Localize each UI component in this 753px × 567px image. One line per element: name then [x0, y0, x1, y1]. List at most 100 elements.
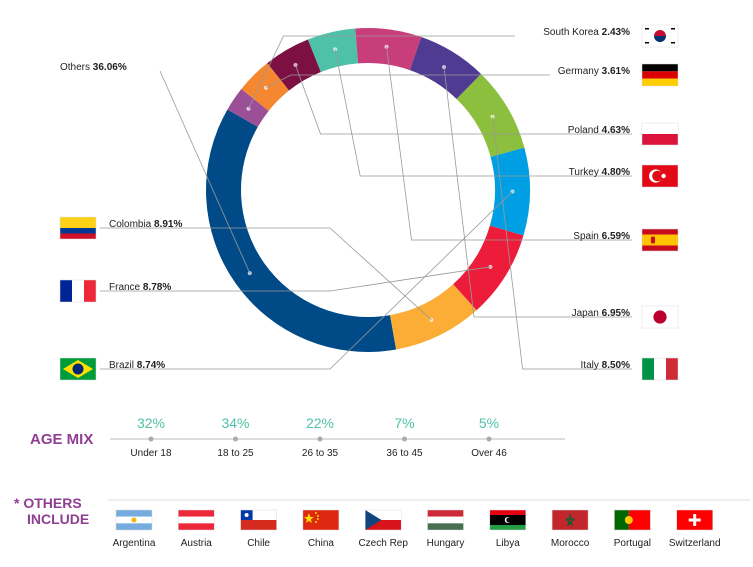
- slice-label-value-germany: 3.61%: [602, 66, 630, 77]
- slice-label-germany: Germany 3.61%: [558, 66, 630, 77]
- flag-icon-italy: [641, 357, 679, 381]
- flag-icon-south-korea: [641, 24, 679, 48]
- others-include-title-line2: INCLUDE: [27, 511, 89, 527]
- slice-label-colombia: Colombia 8.91%: [109, 219, 182, 230]
- donut-slice-turkey: [307, 28, 359, 73]
- slice-label-brazil: Brazil 8.74%: [109, 360, 165, 371]
- flag-icon-switzerland: [676, 509, 713, 531]
- leader-line-japan: [443, 67, 632, 318]
- slice-label-poland: Poland 4.63%: [568, 125, 630, 136]
- flag-icon-czech-rep: [364, 509, 402, 531]
- donut-slice-others: [206, 109, 397, 353]
- slice-label-name-spain: Spain: [573, 231, 601, 242]
- slice-label-others: Others 36.06%: [60, 62, 127, 73]
- slice-label-name-south-korea: South Korea: [543, 27, 601, 38]
- flag-icon-turkey: [641, 164, 679, 188]
- country-label-morocco: Morocco: [551, 538, 590, 549]
- age-mix-items: 32% Under 18 34% 18 to 25 22% 26 to 35 7% 36 to…: [130, 415, 507, 459]
- age-pct-0: 32%: [137, 415, 165, 431]
- slice-label-value-poland: 4.63%: [602, 125, 630, 136]
- age-tick-2: [317, 436, 323, 442]
- country-label-czech-rep: Czech Rep: [358, 538, 408, 549]
- leader-line-spain: [386, 46, 632, 241]
- leader-line-poland: [295, 64, 632, 135]
- leader-line-germany: [265, 74, 550, 89]
- slice-label-japan: Japan 6.95%: [572, 308, 630, 319]
- flag-icon-morocco: [551, 509, 589, 531]
- age-label-4: Over 46: [471, 448, 507, 459]
- flag-icon-japan: [641, 305, 679, 329]
- slice-label-name-turkey: Turkey: [569, 167, 602, 178]
- slice-label-value-japan: 6.95%: [602, 308, 630, 319]
- flag-icon-austria: [178, 509, 215, 531]
- age-pct-4: 5%: [479, 415, 499, 431]
- country-flags: [59, 24, 679, 381]
- flag-icon-poland: [641, 122, 679, 146]
- slice-label-south-korea: South Korea 2.43%: [543, 27, 630, 38]
- slice-label-value-brazil: 8.74%: [137, 360, 165, 371]
- flag-icon-france: [59, 279, 97, 303]
- slice-label-value-others: 36.06%: [93, 62, 127, 73]
- donut-slice-spain: [355, 28, 422, 71]
- leader-line-others: [159, 70, 251, 274]
- flag-icon-germany: [641, 63, 679, 87]
- age-tick-1: [233, 436, 238, 442]
- country-label-libya: Libya: [496, 538, 520, 549]
- slice-label-turkey: Turkey 4.80%: [569, 167, 630, 178]
- slice-label-italy: Italy 8.50%: [581, 360, 631, 371]
- flag-icon-hungary: [427, 509, 464, 531]
- slice-label-value-turkey: 4.80%: [602, 167, 630, 178]
- country-label-argentina: Argentina: [113, 538, 156, 549]
- leader-line-south-korea: [248, 35, 515, 109]
- flag-icon-libya: [489, 509, 527, 531]
- slice-label-name-poland: Poland: [568, 125, 602, 136]
- age-pct-2: 22%: [306, 415, 334, 431]
- slice-label-value-spain: 6.59%: [602, 231, 630, 242]
- country-label-austria: Austria: [181, 538, 213, 549]
- slice-label-value-colombia: 8.91%: [154, 219, 182, 230]
- donut-chart: [206, 28, 530, 353]
- others-countries: Argentina Austria Chile China Czech Rep Hunga…: [113, 509, 721, 549]
- leader-line-colombia: [100, 227, 432, 321]
- donut-slice-brazil: [489, 147, 530, 236]
- age-tick-4: [486, 436, 492, 442]
- donut-slice-colombia: [390, 284, 477, 350]
- leader-line-turkey: [334, 49, 632, 177]
- slice-labels: Others 36.06% South Korea 2.43% Germany 3.…: [60, 27, 630, 371]
- slice-label-name-brazil: Brazil: [109, 360, 137, 371]
- country-label-switzerland: Switzerland: [669, 538, 721, 549]
- slice-label-name-colombia: Colombia: [109, 219, 154, 230]
- age-label-2: 26 to 35: [302, 448, 339, 459]
- slice-label-value-south-korea: 2.43%: [602, 27, 630, 38]
- country-label-portugal: Portugal: [614, 538, 651, 549]
- slice-label-value-italy: 8.50%: [602, 360, 630, 371]
- age-tick-0: [148, 436, 154, 442]
- flag-icon-china: [302, 509, 340, 531]
- slice-label-name-others: Others: [60, 62, 93, 73]
- country-label-china: China: [308, 538, 335, 549]
- slice-label-name-japan: Japan: [572, 308, 602, 319]
- leader-line-france: [100, 266, 491, 292]
- leader-lines: [100, 35, 632, 370]
- age-pct-1: 34%: [221, 415, 249, 431]
- flag-icon-chile: [240, 509, 277, 531]
- flag-icon-portugal: [614, 509, 651, 531]
- donut-slice-italy: [456, 73, 525, 157]
- country-label-chile: Chile: [247, 538, 270, 549]
- age-tick-3: [402, 436, 407, 442]
- flag-icon-spain: [641, 228, 679, 252]
- flag-icon-brazil: [59, 357, 97, 381]
- leader-line-brazil: [100, 191, 513, 370]
- slice-label-name-france: France: [109, 282, 143, 293]
- age-pct-3: 7%: [394, 415, 414, 431]
- flag-icon-colombia: [59, 216, 97, 240]
- age-mix-title: AGE MIX: [30, 431, 93, 448]
- slice-label-name-germany: Germany: [558, 66, 602, 77]
- slice-label-name-italy: Italy: [581, 360, 602, 371]
- slice-label-spain: Spain 6.59%: [573, 231, 630, 242]
- age-label-0: Under 18: [130, 448, 172, 459]
- age-label-1: 18 to 25: [217, 448, 254, 459]
- slice-label-france: France 8.78%: [109, 282, 171, 293]
- country-label-hungary: Hungary: [427, 538, 465, 549]
- others-include-title-line1: * OTHERS: [14, 495, 82, 511]
